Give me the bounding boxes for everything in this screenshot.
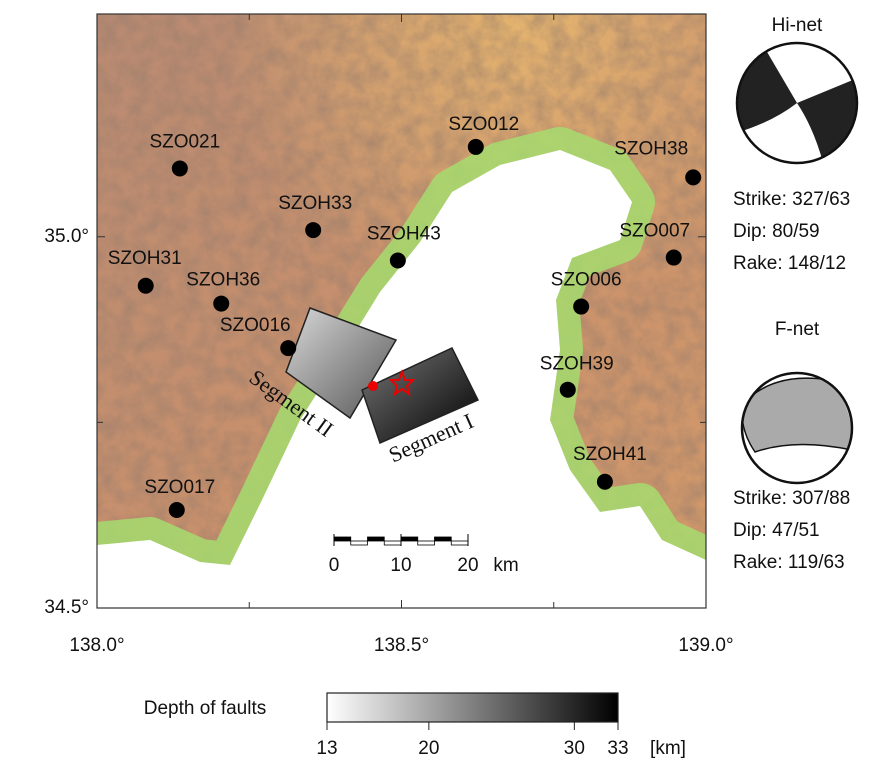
station-label: SZOH31 [108, 248, 182, 269]
scale-bar-segment [451, 541, 468, 545]
station-label: SZO021 [149, 131, 220, 152]
station [169, 502, 185, 518]
station-label: SZOH33 [278, 193, 352, 214]
scale-bar-label: 20 [457, 555, 478, 576]
mechanism-title: Hi-net [772, 15, 823, 36]
scale-bar-segment [368, 537, 385, 541]
station-label: SZOH36 [186, 270, 260, 291]
mechanism-param: Strike: 307/88 [733, 488, 850, 509]
mechanism-param: Dip: 80/59 [733, 221, 820, 242]
y-tick-label: 34.5° [44, 597, 89, 618]
station-label: SZO007 [619, 221, 690, 242]
scale-bar-segment [435, 537, 452, 541]
mechanism-param: Rake: 119/63 [733, 552, 845, 573]
station-label: SZO017 [144, 477, 215, 498]
station [172, 160, 188, 176]
x-tick-label: 139.0° [678, 635, 733, 656]
station-label: SZO012 [448, 114, 519, 135]
colorbar-title: Depth of faults [144, 698, 267, 719]
scale-bar-segment [418, 541, 435, 545]
colorbar-tick-label: 20 [418, 738, 439, 759]
scale-bar-unit: km [493, 555, 518, 576]
scale-bar-segment [384, 541, 401, 545]
scale-bar-segment [401, 537, 418, 541]
station [468, 139, 484, 155]
station-label: SZO016 [220, 315, 291, 336]
scale-bar-segment [334, 537, 351, 541]
mechanism-param: Rake: 148/12 [733, 253, 846, 274]
y-tick-label: 35.0° [44, 226, 89, 247]
scale-bar-segment [351, 541, 368, 545]
station [138, 278, 154, 294]
mechanism-param: Dip: 47/51 [733, 520, 820, 541]
station [597, 474, 613, 490]
station-label: SZO006 [551, 270, 622, 291]
station [213, 296, 229, 312]
x-tick-label: 138.0° [69, 635, 124, 656]
hi-net-beachball [730, 40, 865, 170]
station-label: SZOH41 [573, 444, 647, 465]
station [666, 250, 682, 266]
mechanism-title: F-net [775, 319, 820, 340]
station [685, 169, 701, 185]
colorbar-tick-label: 13 [316, 738, 337, 759]
f-net-beachball [742, 373, 858, 483]
terrain [97, 14, 706, 608]
station [560, 382, 576, 398]
station [280, 340, 296, 356]
scale-bar-label: 10 [390, 555, 411, 576]
colorbar-unit: [km] [650, 738, 686, 759]
mechanism-param: Strike: 327/63 [733, 189, 850, 210]
colorbar-tick-label: 33 [607, 738, 628, 759]
station [573, 299, 589, 315]
station [305, 222, 321, 238]
station [390, 253, 406, 269]
station-label: SZOH38 [614, 138, 688, 159]
station-label: SZOH43 [367, 224, 441, 245]
colorbar-tick-label: 30 [564, 738, 585, 759]
colorbar [327, 693, 618, 722]
figure: Segment II Segment I 138.0°138.5°139.0°3… [0, 0, 889, 772]
scale-bar-label: 0 [329, 555, 340, 576]
station-label: SZOH39 [540, 354, 614, 375]
x-tick-label: 138.5° [374, 635, 429, 656]
